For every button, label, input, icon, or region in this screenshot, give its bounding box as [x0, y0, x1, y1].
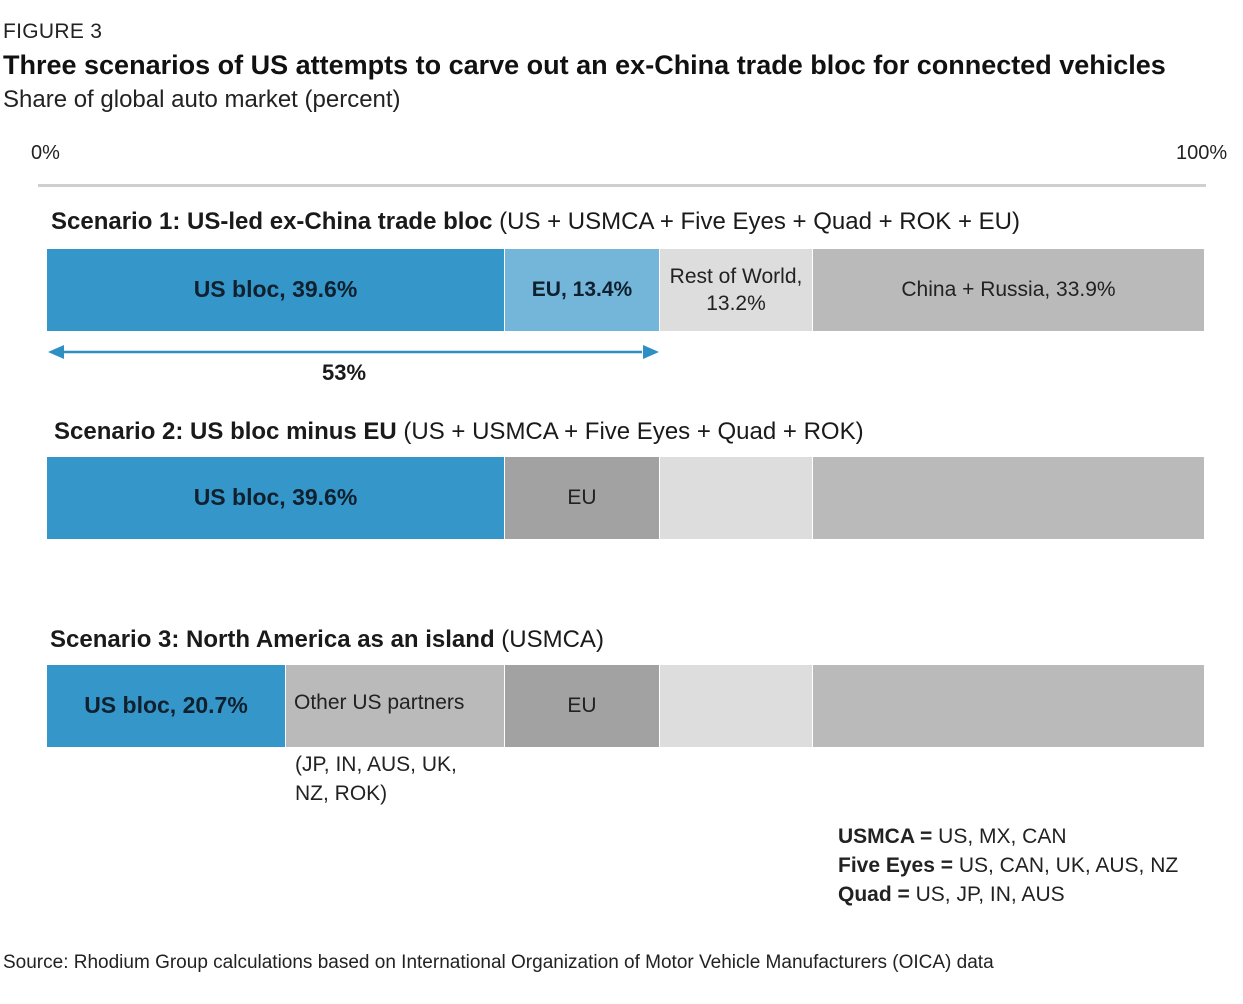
- legend-quad-key: Quad =: [838, 883, 910, 906]
- scenario-2-heading: Scenario 2: US bloc minus EU (US + USMCA…: [54, 418, 864, 446]
- axis-min-label: 0%: [31, 142, 60, 164]
- source-note: Source: Rhodium Group calculations based…: [3, 952, 994, 973]
- legend-five-eyes: Five Eyes = US, CAN, UK, AUS, NZ: [838, 851, 1178, 880]
- span-arrow-left-head: [48, 345, 64, 359]
- span-label: 53%: [322, 360, 367, 385]
- legend-quad-value: US, JP, IN, AUS: [909, 883, 1065, 906]
- scenario-1-segment-1-label: US bloc, 39.6%: [193, 276, 358, 303]
- scenario-1-segment-4: China + Russia, 33.9%: [813, 249, 1205, 331]
- scenario-3-segment-1: US bloc, 20.7%: [47, 665, 286, 747]
- chart-subtitle: Share of global auto market (percent): [3, 86, 401, 113]
- axis-max-label: 100%: [1176, 142, 1228, 164]
- scenario-1-segment-3-label: Rest of World, 13.2%: [669, 264, 803, 315]
- scenario-2-heading-rest: (US + USMCA + Five Eyes + Quad + ROK): [396, 418, 864, 445]
- figure-label: FIGURE 3: [3, 20, 103, 43]
- scenario-3-segment-1-label: US bloc, 20.7%: [84, 692, 248, 719]
- scenario-3-heading: Scenario 3: North America as an island (…: [50, 626, 604, 654]
- scenario-3-segment-5: [813, 665, 1205, 747]
- scenario-2-segment-2-label: EU: [567, 486, 597, 510]
- scenario-3-bar: US bloc, 20.7% Other US partners EU: [47, 665, 1205, 747]
- legend-five-eyes-value: US, CAN, UK, AUS, NZ: [953, 854, 1179, 877]
- scenario-1-segment-3: Rest of World, 13.2%: [660, 249, 813, 331]
- scenario-1-heading-bold: Scenario 1: US-led ex-China trade bloc: [51, 208, 493, 235]
- legend-usmca: USMCA = US, MX, CAN: [838, 822, 1178, 851]
- scenario-2-segment-1: US bloc, 39.6%: [47, 457, 505, 539]
- partners-note: (JP, IN, AUS, UK, NZ, ROK): [295, 753, 457, 805]
- scenario-2-segment-3: [660, 457, 813, 539]
- scenario-2-bar: US bloc, 39.6% EU: [47, 457, 1205, 539]
- legend-usmca-value: US, MX, CAN: [932, 825, 1067, 848]
- scenario-2-segment-1-label: US bloc, 39.6%: [193, 484, 358, 511]
- scenario-1-segment-1: US bloc, 39.6%: [47, 249, 505, 331]
- scenario-3-segment-4: [660, 665, 813, 747]
- scenario-1-heading-rest: (US + USMCA + Five Eyes + Quad + ROK + E…: [492, 208, 1020, 235]
- scenario-2-segment-2: EU: [505, 457, 660, 539]
- scenario-3-heading-bold: Scenario 3: North America as an island: [50, 626, 495, 653]
- scenario-1-heading: Scenario 1: US-led ex-China trade bloc (…: [51, 208, 1020, 236]
- span-arrow-right-head: [643, 345, 659, 359]
- scenario-3-heading-rest: (USMCA): [494, 626, 604, 653]
- scenario-3-segment-2-label: Other US partners: [294, 691, 465, 714]
- legend-usmca-key: USMCA =: [838, 825, 933, 848]
- scenario-1-bar: US bloc, 39.6% EU, 13.4% Rest of World, 13…: [47, 249, 1205, 331]
- legend-five-eyes-key: Five Eyes =: [838, 854, 953, 877]
- legend: USMCA = US, MX, CAN Five Eyes = US, CAN,…: [838, 822, 1178, 909]
- scenario-3-segment-2: Other US partners: [286, 665, 505, 747]
- axis-line: [38, 184, 1206, 187]
- chart-title: Three scenarios of US attempts to carve …: [3, 50, 1166, 80]
- scenario-2-segment-4: [813, 457, 1205, 539]
- scenario-3-segment-3: EU: [505, 665, 660, 747]
- span-arrow: [48, 345, 659, 359]
- scenario-1-segment-2: EU, 13.4%: [505, 249, 660, 331]
- scenario-1-segment-2-label: EU, 13.4%: [531, 278, 633, 302]
- scenario-1-segment-4-label: China + Russia, 33.9%: [901, 278, 1116, 302]
- legend-quad: Quad = US, JP, IN, AUS: [838, 880, 1178, 909]
- scenario-3-segment-3-label: EU: [567, 694, 597, 718]
- scenario-2-heading-bold: Scenario 2: US bloc minus EU: [54, 418, 397, 445]
